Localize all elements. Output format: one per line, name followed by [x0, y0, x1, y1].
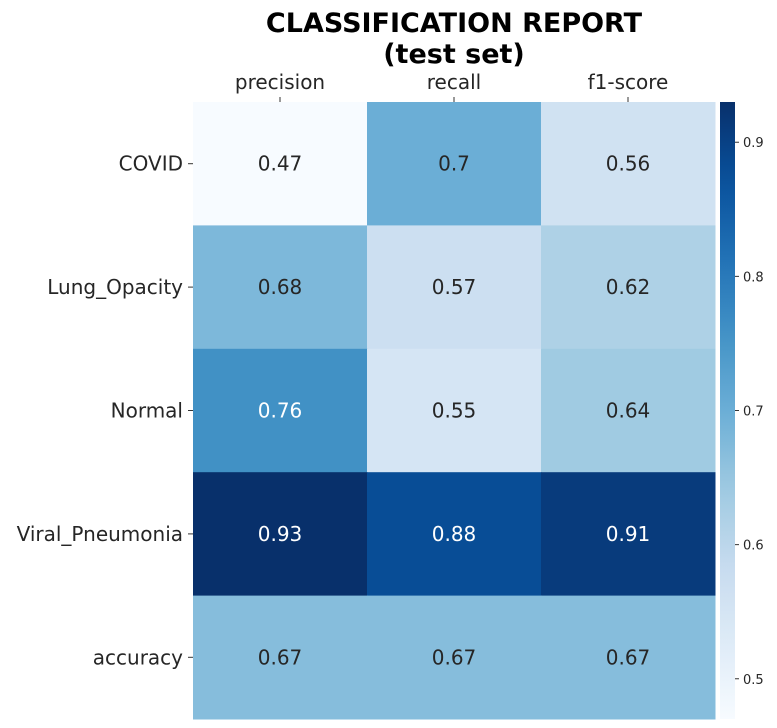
cell-value-label: 0.67 — [606, 645, 651, 669]
heatmap-cell-covid-recall — [367, 102, 542, 226]
heatmap-cell-accuracy-precision — [193, 595, 368, 720]
column-label-f1-score: f1-score — [588, 70, 669, 94]
cell-value-label: 0.55 — [432, 399, 477, 423]
heatmap-cell-normal-recall — [367, 348, 542, 473]
heatmap-cell-accuracy-f1-score — [541, 595, 716, 720]
cell-value-label: 0.57 — [432, 275, 477, 299]
heatmap-cell-covid-f1-score — [541, 102, 716, 226]
colorbar-tick-label: 0.6 — [743, 539, 764, 554]
row-label-accuracy: accuracy — [93, 645, 183, 669]
cell-value-label: 0.93 — [258, 522, 303, 546]
row-labels: COVID Lung_Opacity Normal Viral_Pneumoniaac… — [17, 152, 193, 669]
row-label-lung_opacity: Lung_Opacity — [47, 275, 183, 299]
cell-value-label: 0.47 — [258, 152, 303, 176]
cell-value-label: 0.76 — [258, 399, 303, 423]
heatmap-cell-normal-f1-score — [541, 348, 716, 473]
cell-value-label: 0.88 — [432, 522, 477, 546]
heatmap-cell-lung_opacity-f1-score — [541, 225, 716, 350]
cell-value-label: 0.64 — [606, 399, 651, 423]
heatmap-cell-lung_opacity-precision — [193, 225, 368, 350]
colorbar-tick-label: 0.7 — [743, 405, 764, 420]
colorbar-tick-label: 0.9 — [743, 136, 764, 151]
cell-value-label: 0.7 — [438, 152, 470, 176]
cell-value-label: 0.62 — [606, 275, 651, 299]
colorbar-tick-label: 0.5 — [743, 673, 764, 688]
row-label-normal: Normal — [111, 399, 183, 423]
column-label-precision: precision — [235, 70, 325, 94]
colorbar-tick-label: 0.8 — [743, 270, 764, 285]
heatmap-cell-viral_pneumonia-recall — [367, 472, 542, 597]
cell-value-label: 0.56 — [606, 152, 651, 176]
chart-subtitle: (test set) — [383, 39, 525, 70]
cell-value-label: 0.67 — [432, 645, 477, 669]
heatmap-cell-accuracy-recall — [367, 595, 542, 720]
heatmap-cell-viral_pneumonia-f1-score — [541, 472, 716, 597]
colorbar: 0.5 0.6 0.7 0.8 0.9 — [720, 102, 764, 719]
heatmap-cell-normal-precision — [193, 348, 368, 473]
cell-value-label: 0.67 — [258, 645, 303, 669]
cell-value-label: 0.91 — [606, 522, 651, 546]
column-labels: precision recall f1-score — [235, 70, 668, 102]
row-label-covid: COVID — [119, 152, 183, 176]
cell-value-label: 0.68 — [258, 275, 303, 299]
heatmap-cells: 0.47 0.7 0.56 0.68 0.57 0.62 0.76 0.55 0.64 0.93 0… — [193, 102, 716, 720]
heatmap-cell-lung_opacity-recall — [367, 225, 542, 350]
chart-title: CLASSIFICATION REPORT — [266, 8, 643, 39]
heatmap-cell-viral_pneumonia-precision — [193, 472, 368, 597]
column-label-recall: recall — [427, 70, 481, 94]
colorbar-gradient — [720, 102, 735, 719]
heatmap-cell-covid-precision — [193, 102, 368, 226]
row-label-viral_pneumonia: Viral_Pneumonia — [17, 522, 183, 546]
